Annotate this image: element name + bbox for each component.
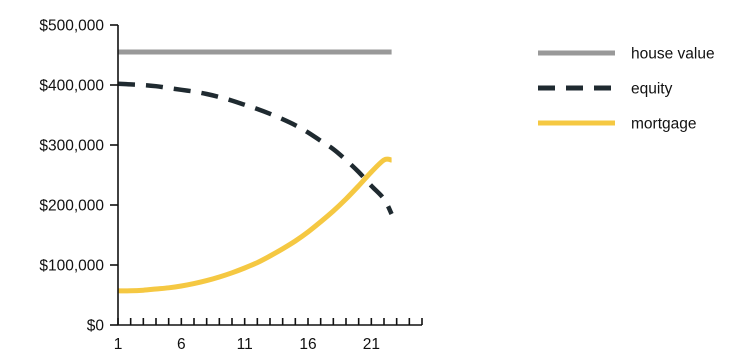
y-tick-label: $500,000 — [39, 18, 104, 35]
axes-layer — [117, 25, 422, 326]
y-tick-label: $400,000 — [39, 78, 104, 95]
y-ticks: $0 $100,000 $200,000 $300,000 $400,000 $500,0… — [39, 18, 118, 335]
y-tick-label: $0 — [87, 318, 105, 335]
x-tick-label: 6 — [177, 336, 186, 353]
series-line-equity — [117, 81, 394, 216]
legend-label: mortgage — [631, 116, 696, 133]
y-tick-label: $300,000 — [39, 138, 104, 155]
x-tick-label: 11 — [237, 336, 253, 353]
legend-label: equity — [631, 81, 673, 98]
x-tick-label: 1 — [114, 336, 123, 353]
y-tick-label: $100,000 — [39, 258, 104, 275]
x-tick-label: 16 — [299, 336, 316, 353]
series-layer — [117, 49, 394, 294]
legend: house value equity mortgage — [538, 46, 715, 133]
x-tick-label: 21 — [363, 336, 380, 353]
x-ticks: 1 6 11 16 21 — [114, 318, 423, 353]
y-tick-label: $200,000 — [39, 198, 104, 215]
legend-label: house value — [631, 46, 715, 63]
series-line-mortgage — [117, 156, 392, 294]
